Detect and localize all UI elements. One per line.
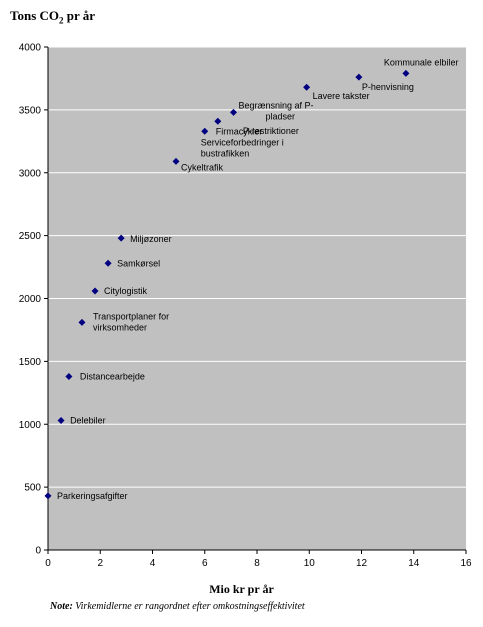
point-label-line: Transportplaner for xyxy=(93,311,169,321)
y-tick-label: 0 xyxy=(35,546,41,557)
chart-note: Note: Virkemidlerne er rangordnet efter … xyxy=(50,601,305,612)
point-label: Lavere takster xyxy=(313,91,370,101)
y-axis-title: Tons CO2 pr år xyxy=(10,8,96,26)
data-point xyxy=(65,372,73,380)
x-tick-label: 2 xyxy=(97,558,103,569)
point-label-line: Begrænsning af P- xyxy=(238,100,313,110)
point-label-line: Samkørsel xyxy=(117,258,160,268)
point-label-line: virksomheder xyxy=(93,322,147,332)
point-label-line: Delebiler xyxy=(70,415,106,425)
point-label: Citylogistik xyxy=(104,286,148,296)
point-label: Kommunale elbiler xyxy=(384,57,459,67)
x-tick-label: 0 xyxy=(45,558,51,569)
point-label-line: Distancearbejde xyxy=(80,371,145,381)
point-label: P-henvisning xyxy=(362,82,414,92)
data-point xyxy=(303,83,311,91)
data-point xyxy=(355,73,363,81)
x-tick-label: 12 xyxy=(356,558,368,569)
point-label-line: Kommunale elbiler xyxy=(384,57,459,67)
y-tick-label: 3500 xyxy=(19,105,42,116)
x-tick-label: 6 xyxy=(202,558,208,569)
point-label-line: Firmacykler xyxy=(216,126,263,136)
point-label-line: Citylogistik xyxy=(104,286,148,296)
point-label-line: pladser xyxy=(265,111,295,121)
point-label: Miljøzoner xyxy=(130,234,172,244)
data-point xyxy=(44,492,52,500)
point-label: Begrænsning af P-pladser xyxy=(238,100,313,121)
point-label-line: Parkeringsafgifter xyxy=(57,491,128,501)
x-tick-label: 8 xyxy=(254,558,260,569)
point-label: Firmacykler Serviceforbedringer i bustrafi… xyxy=(201,126,284,158)
y-tick-label: 2000 xyxy=(19,294,42,305)
data-point xyxy=(201,127,209,135)
point-label-line: P-henvisning xyxy=(362,82,414,92)
point-label: P-restriktioner xyxy=(243,126,299,136)
note-label: Note: xyxy=(50,601,73,612)
data-point xyxy=(214,117,222,125)
y-tick-label: 3000 xyxy=(19,168,42,179)
point-label: Samkørsel xyxy=(117,258,160,268)
note-text: Virkemidlerne er rangordnet efter omkost… xyxy=(72,601,305,612)
x-tick-label: 16 xyxy=(460,558,472,569)
data-point xyxy=(104,259,112,267)
point-label: Cykeltrafik xyxy=(181,162,224,172)
x-tick-label: 10 xyxy=(304,558,316,569)
point-label: Delebiler xyxy=(70,415,106,425)
point-label-line: Lavere takster xyxy=(313,91,370,101)
y-tick-label: 500 xyxy=(24,483,41,494)
point-label-line: P-restriktioner xyxy=(243,126,299,136)
y-tick-label: 1000 xyxy=(19,420,42,431)
data-point xyxy=(172,157,180,165)
data-point xyxy=(78,318,86,326)
data-point xyxy=(402,69,410,77)
y-tick-label: 4000 xyxy=(19,43,42,54)
point-label-line: Miljøzoner xyxy=(130,234,172,244)
point-label-line: Cykeltrafik xyxy=(181,162,224,172)
x-tick-label: 14 xyxy=(408,558,420,569)
x-tick-label: 4 xyxy=(150,558,156,569)
point-label-line: bustrafikken xyxy=(201,148,250,158)
x-axis-title: Mio kr pr år xyxy=(209,582,274,596)
y-tick-label: 1500 xyxy=(19,357,42,368)
point-label-line: Serviceforbedringer i xyxy=(201,137,284,147)
data-point xyxy=(91,287,99,295)
point-label: Transportplaner for virksomheder xyxy=(93,311,169,332)
data-point xyxy=(57,416,65,424)
point-label: Parkeringsafgifter xyxy=(57,491,128,501)
point-label: Distancearbejde xyxy=(80,371,145,381)
data-point xyxy=(229,108,237,116)
y-tick-label: 2500 xyxy=(19,231,42,242)
data-point xyxy=(117,234,125,242)
